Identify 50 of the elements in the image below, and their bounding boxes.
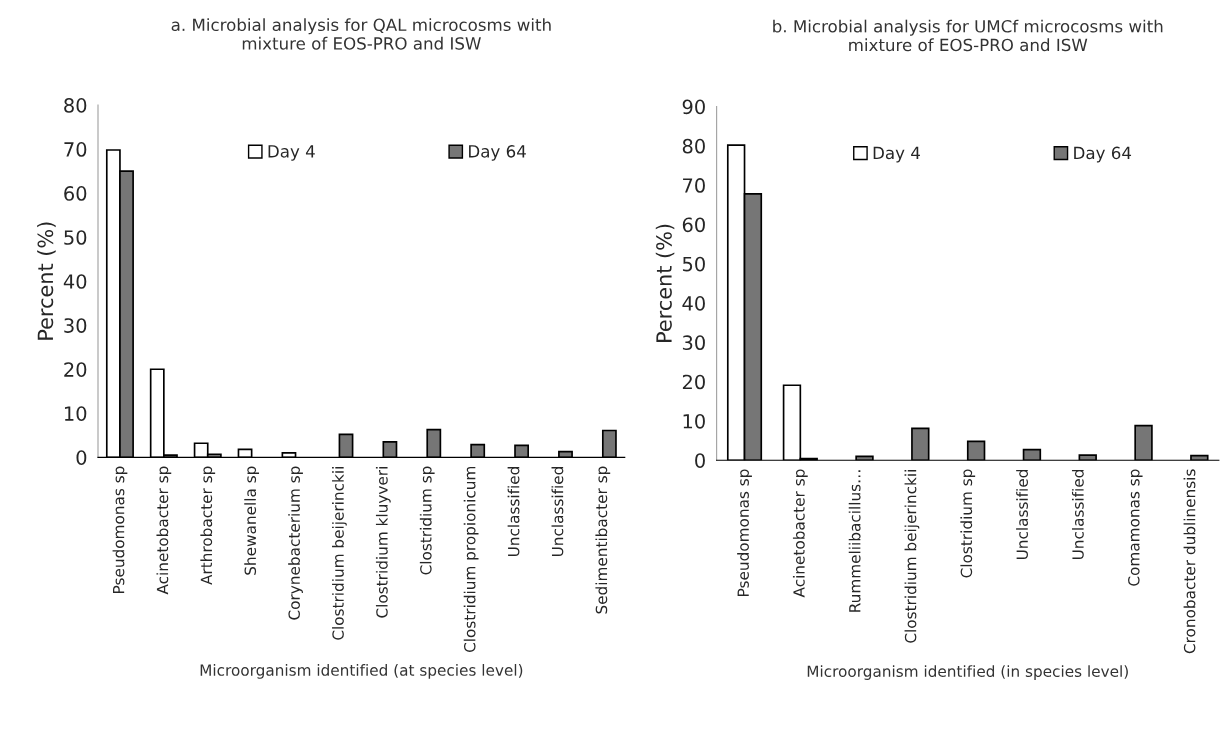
y-tick-label: 80 [682, 138, 705, 154]
x-tick-label: Unclassified [507, 467, 520, 557]
y-tick-label: 0 [76, 450, 87, 465]
y-tick-label: 0 [695, 453, 705, 468]
chart-title: a. Microbial analysis for QAL microcosms with mixture of EOS-PRO and ISW [171, 18, 551, 50]
x-axis-title: Microorganism identified (in species level) [807, 665, 1128, 680]
x-tick-label: Rummeliibacillus… [848, 470, 861, 612]
x-tick-label: Acinetobacter sp [792, 469, 808, 598]
y-tick-label: 70 [64, 142, 87, 157]
y-tick-label: 20 [682, 374, 705, 390]
y-tick-label: 30 [64, 318, 87, 333]
y-tick-label: 10 [64, 406, 87, 421]
x-tick-label: Clostridium propionicum [463, 466, 479, 653]
x-tick-label: Comamonas sp [1128, 469, 1143, 586]
x-tick-label: Shewanella sp [244, 466, 260, 575]
legend-label: Day 64 [469, 145, 526, 161]
x-tick-label: Pseudomonas sp [112, 466, 128, 593]
y-tick-label: 80 [64, 98, 87, 113]
x-tick-label: Unclassified [551, 467, 564, 557]
x-tick-label: Acinetobacter sp [156, 466, 172, 595]
x-tick-label: Clostridium beijerinckii [904, 470, 920, 643]
x-tick-label: Clostridium kluyveri [375, 467, 391, 618]
x-axis-title: Microorganism identified (at species level) [200, 664, 523, 679]
x-tick-label: Arthrobacter sp [200, 466, 216, 585]
x-tick-label: Clostridium sp [960, 469, 976, 578]
legend-label: Day 4 [268, 145, 315, 161]
y-axis-title: Percent (%) [37, 222, 56, 340]
y-tick-label: 50 [64, 230, 87, 245]
x-tick-label: Cronobacter dublinensis [1183, 469, 1196, 654]
legend-label: Day 4 [873, 146, 920, 163]
x-tick-label: Unclassified [1071, 470, 1084, 560]
x-tick-label: Pseudomonas sp [737, 469, 752, 596]
x-tick-label: Unclassified [1016, 470, 1028, 560]
y-tick-label: 50 [682, 256, 705, 272]
x-tick-label: Clostridium beijerinckii [332, 467, 347, 640]
y-tick-label: 20 [64, 362, 87, 377]
y-tick-label: 70 [683, 178, 705, 193]
x-tick-label: Clostridium sp [419, 466, 435, 575]
chart-title: b. Microbial analysis for UMCf microcosms with mixture of EOS-PRO and ISW [773, 19, 1163, 52]
y-tick-label: 40 [63, 274, 87, 289]
x-tick-label: Corynebacterium sp [288, 466, 303, 620]
y-axis-title: Percent (%) [655, 224, 675, 342]
y-tick-label: 60 [64, 186, 87, 201]
y-tick-label: 60 [682, 217, 705, 233]
y-tick-label: 30 [682, 335, 705, 351]
y-tick-label: 90 [682, 99, 705, 115]
y-tick-label: 40 [682, 296, 705, 311]
legend-label: Day 64 [1074, 146, 1132, 163]
y-tick-label: 10 [683, 413, 705, 429]
x-tick-label: Sedimentibacter sp [595, 466, 611, 614]
